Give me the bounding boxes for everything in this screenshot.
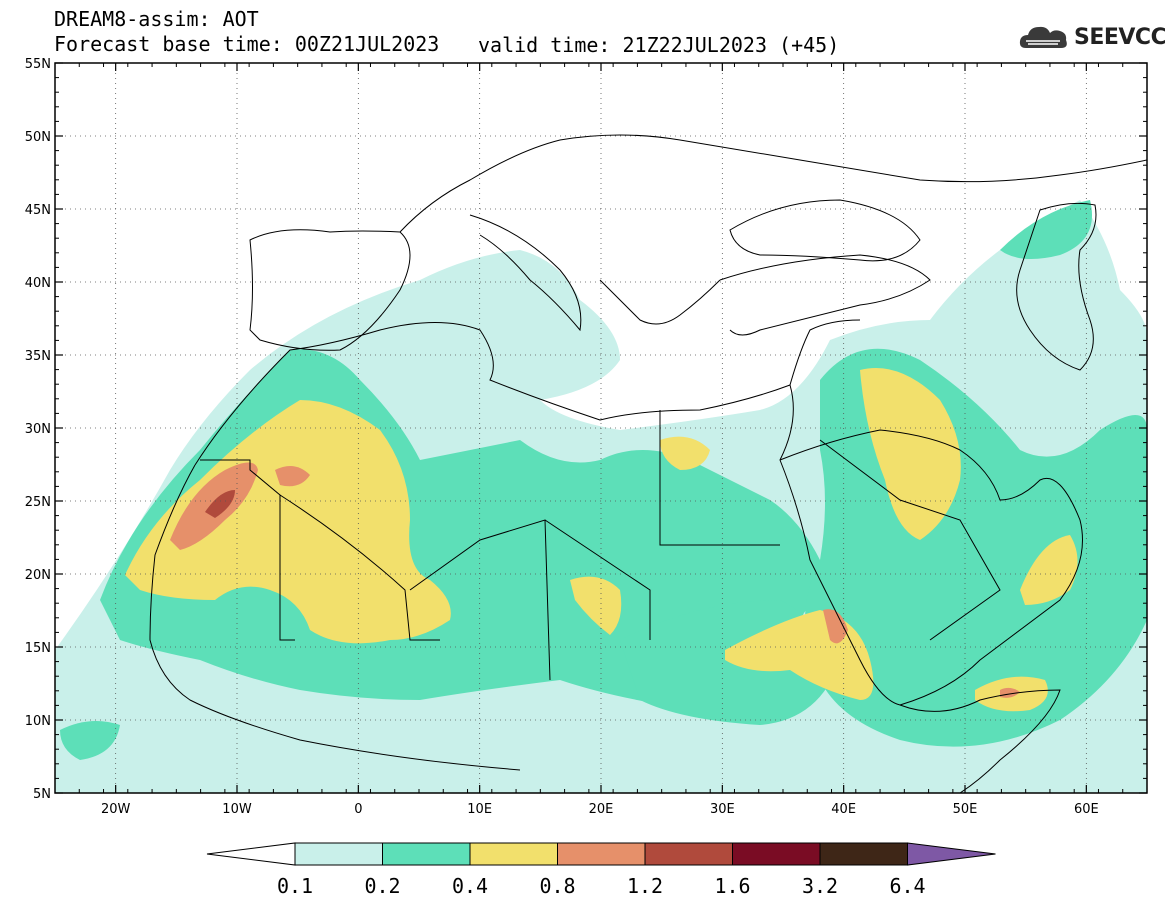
colorbar-under-triangle [207, 843, 295, 865]
colorbar-swatch [733, 843, 821, 865]
lon-tick-label: 20E [589, 802, 614, 817]
colorbar-swatch [383, 843, 471, 865]
lat-tick-label: 30N [25, 422, 51, 437]
colorbar-level-label: 1.2 [627, 874, 663, 898]
lat-tick-label: 5N [33, 787, 51, 802]
colorbar-swatch [645, 843, 733, 865]
lon-tick-label: 20W [101, 802, 131, 817]
lat-tick-label: 35N [25, 349, 51, 364]
colorbar-swatch [295, 843, 383, 865]
lon-tick-label: 60E [1074, 802, 1099, 817]
lat-tick-label: 10N [25, 714, 51, 729]
lat-tick-label: 15N [25, 641, 51, 656]
lat-tick-label: 50N [25, 130, 51, 145]
lon-tick-label: 10W [222, 802, 252, 817]
lat-tick-label: 20N [25, 568, 51, 583]
lat-tick-label: 55N [25, 57, 51, 72]
colorbar-level-label: 0.4 [452, 874, 488, 898]
colorbar-level-label: 1.6 [714, 874, 750, 898]
colorbar-level-label: 0.1 [277, 874, 313, 898]
aot-colorbar: 0.1 0.2 0.4 0.8 1.2 1.6 3.2 6.4 [207, 843, 996, 898]
colorbar-swatch [558, 843, 646, 865]
lon-tick-label: 40E [831, 802, 856, 817]
lon-tick-label: 0 [354, 802, 362, 817]
lat-tick-label: 25N [25, 495, 51, 510]
colorbar-over-triangle [908, 843, 996, 865]
colorbar-swatch [820, 843, 908, 865]
colorbar-level-label: 3.2 [802, 874, 838, 898]
colorbar-swatch [470, 843, 558, 865]
lon-tick-label: 30E [710, 802, 735, 817]
colorbar-level-label: 6.4 [889, 874, 925, 898]
colorbar-level-label: 0.2 [364, 874, 400, 898]
colorbar-level-label: 0.8 [539, 874, 575, 898]
lon-tick-label: 50E [953, 802, 978, 817]
lat-tick-label: 45N [25, 203, 51, 218]
lat-tick-label: 40N [25, 276, 51, 291]
lon-tick-label: 10E [467, 802, 492, 817]
